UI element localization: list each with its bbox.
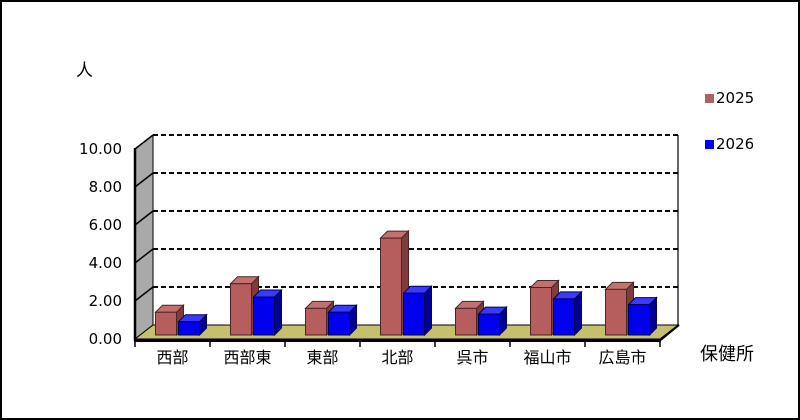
bar-2025-東部 [305, 307, 327, 336]
bar-2026-福山市 [553, 298, 575, 336]
legend-swatch-2026 [705, 140, 714, 149]
category-label-福山市: 福山市 [523, 348, 571, 367]
legend-item-2025: 2025 [705, 91, 754, 106]
bar-2025-福山市 [530, 287, 552, 336]
floor-front-right-edge [659, 324, 680, 342]
bar-2026-北部 [403, 292, 425, 336]
ytick-label-4.00: 4.00 [89, 254, 122, 272]
bar-2025-西部 [155, 311, 177, 336]
gridline-connector-10.00 [134, 134, 154, 150]
bar-2026-広島市 [628, 304, 650, 336]
bar-2026-西部 [178, 321, 200, 336]
bar-2026-西部東-side [274, 288, 282, 337]
ytick-label-6.00: 6.00 [89, 216, 122, 234]
bar-2026-呉市 [478, 313, 500, 336]
bar-2026-北部-side [424, 284, 432, 337]
bar-2025-西部東 [230, 283, 252, 336]
bar-2026-東部 [328, 311, 350, 336]
gridline-connector-6.00 [134, 210, 154, 226]
legend-item-2026: 2026 [705, 137, 754, 152]
wall-left [134, 133, 154, 341]
category-label-東部: 東部 [306, 348, 338, 367]
category-axis-title: 保健所 [700, 344, 754, 365]
bar-2025-北部 [380, 237, 402, 336]
gridline-connector-2.00 [134, 286, 154, 302]
bar-2025-広島市 [605, 288, 627, 336]
category-label-西部: 西部 [156, 348, 188, 367]
ytick-label-0.00: 0.00 [89, 330, 122, 348]
legend-swatch-2025 [705, 94, 714, 103]
bar-2025-呉市 [455, 307, 477, 336]
bar-2026-西部東 [253, 296, 275, 336]
ytick-label-8.00: 8.00 [89, 178, 122, 196]
gridline-connector-8.00 [134, 172, 154, 188]
category-label-西部東: 西部東 [223, 348, 271, 367]
gridline-connector-4.00 [134, 248, 154, 264]
category-label-呉市: 呉市 [456, 348, 488, 367]
legend-label-2025: 2025 [716, 89, 755, 107]
legend-label-2026: 2026 [716, 135, 755, 153]
category-label-北部: 北部 [381, 348, 413, 367]
ytick-label-10.00: 10.00 [79, 140, 122, 158]
ytick-label-2.00: 2.00 [89, 292, 122, 310]
category-label-広島市: 広島市 [598, 348, 646, 367]
value-axis-unit-label: 人 [76, 61, 93, 81]
